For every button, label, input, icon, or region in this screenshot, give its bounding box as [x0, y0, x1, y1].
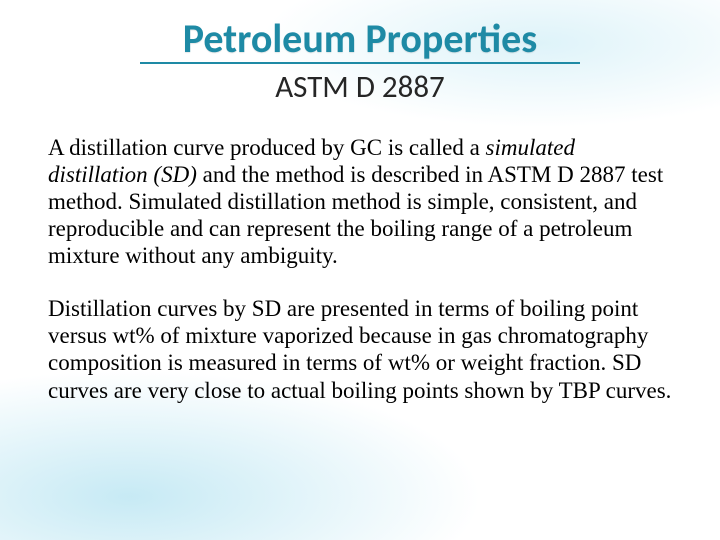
- body-paragraph: A distillation curve produced by GC is c…: [48, 134, 672, 270]
- slide-title-main: Petroleum Properties: [48, 18, 672, 60]
- slide-container: Petroleum Properties ASTM D 2887 A disti…: [0, 0, 720, 540]
- text-run: Distillation curves by SD are presented …: [48, 296, 671, 402]
- slide-title-sub: ASTM D 2887: [48, 68, 672, 106]
- body-paragraph: Distillation curves by SD are presented …: [48, 295, 672, 404]
- body-text-region: A distillation curve produced by GC is c…: [48, 134, 672, 404]
- text-run: A distillation curve produced by GC is c…: [48, 135, 486, 160]
